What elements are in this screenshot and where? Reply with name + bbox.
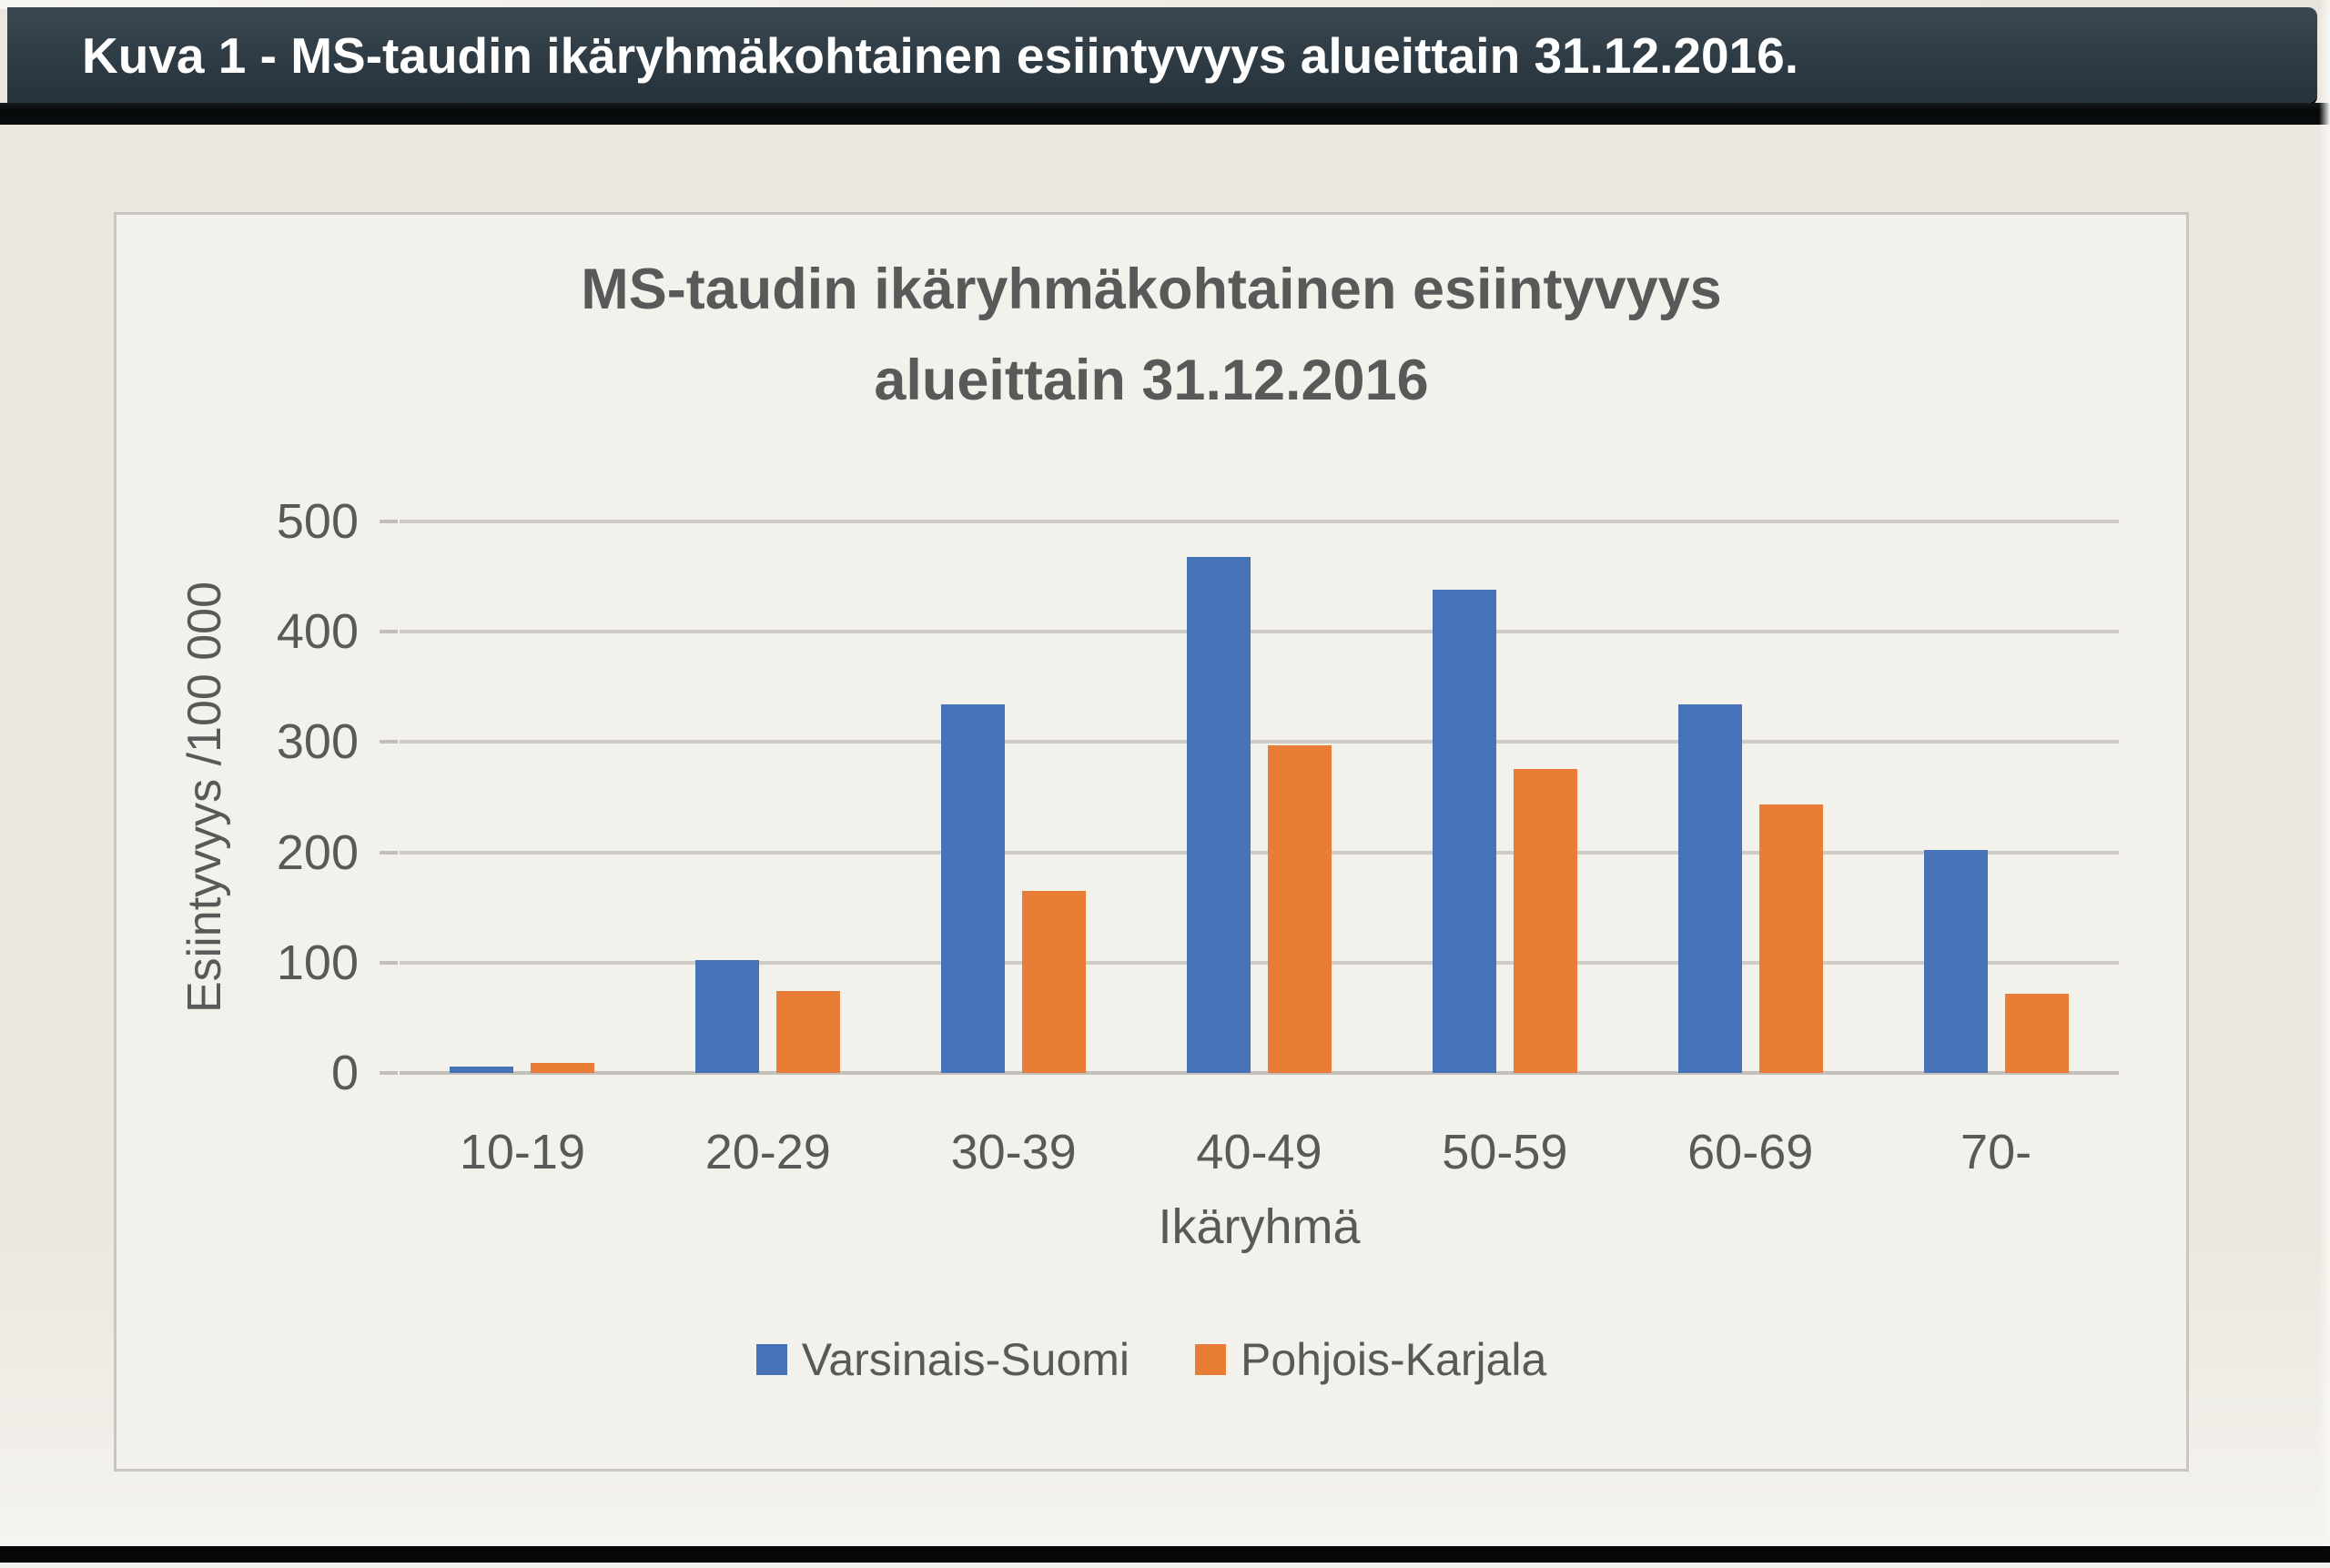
bar-varsinais-suomi [695,960,760,1073]
x-tick-label: 10-19 [459,1125,585,1179]
x-tick-label: 60-69 [1687,1125,1814,1179]
bar-varsinais-suomi [941,704,1006,1073]
legend-label: Varsinais-Suomi [801,1334,1130,1385]
bar-group-40-49 [1137,521,1383,1073]
gridline [400,960,2119,965]
y-axis-tick [380,1071,398,1075]
x-tick-label: 20-29 [704,1125,831,1179]
y-axis-tick [380,960,398,965]
chart-title: MS-taudin ikäryhmäkohtainen esiintyvyys … [116,244,2186,426]
y-axis-tick [380,630,398,634]
bar-group-70- [1873,521,2119,1073]
x-axis-title: Ikäryhmä [1158,1199,1361,1254]
bar-varsinais-suomi [1432,590,1496,1073]
bar-varsinais-suomi [1186,556,1251,1073]
y-axis-tick [380,740,398,744]
legend-item: Varsinais-Suomi [755,1332,1130,1387]
legend-item: Pohjois-Karjala [1195,1332,1546,1387]
y-tick-label: 100 [276,935,359,990]
bar-group-30-39 [891,521,1137,1073]
bar-pohjois-karjala [1513,768,1577,1073]
bar-pohjois-karjala [2004,993,2069,1073]
y-tick-label: 400 [276,604,359,660]
y-tick-label: 200 [276,824,359,880]
y-tick-label: 0 [330,1046,359,1100]
bar-pohjois-karjala [1758,804,1823,1073]
bar-varsinais-suomi [1677,704,1742,1073]
y-tick-label: 300 [276,714,359,770]
bar-pohjois-karjala [1267,745,1332,1073]
legend-label: Pohjois-Karjala [1241,1334,1547,1385]
page-bottom-band [0,1546,2330,1563]
bar-pohjois-karjala [1022,891,1087,1073]
y-axis-title: Esiintyvyys /100 000 [178,581,231,1014]
bar-group-20-29 [645,521,891,1073]
y-axis-tick [380,850,398,855]
y-axis-tick [380,520,398,523]
x-tick-label: 40-49 [1196,1125,1322,1179]
bar-pohjois-karjala [776,991,841,1073]
chart-title-line1: MS-taudin ikäryhmäkohtainen esiintyvyys [581,258,1722,321]
y-tick-label: 500 [276,494,359,549]
bar-varsinais-suomi [450,1066,514,1073]
gridline [400,850,2119,855]
bar-group-60-69 [1627,521,1873,1073]
legend-swatch-icon [755,1344,787,1375]
x-tick-label: 30-39 [950,1125,1077,1179]
page-top-edge [0,0,2330,9]
figure-caption: Kuva 1 - MS-taudin ikäryhmäkohtainen esi… [82,26,1799,84]
bar-pohjois-karjala [531,1063,595,1073]
bar-varsinais-suomi [1923,850,1988,1073]
bar-group-50-59 [1382,521,1627,1073]
page-bottom-edge [0,1563,2330,1568]
legend: Varsinais-Suomi Pohjois-Karjala [116,1332,2186,1387]
plot-area [400,520,2119,1075]
bar-group-10-19 [400,521,645,1073]
x-axis-line [400,1071,2119,1075]
legend-swatch-icon [1195,1344,1227,1375]
header-divider [0,103,2330,125]
gridline [400,740,2119,744]
chart-title-line2: alueittain 31.12.2016 [874,349,1429,412]
x-tick-label: 50-59 [1442,1125,1568,1179]
header-bar: Kuva 1 - MS-taudin ikäryhmäkohtainen esi… [7,7,2317,103]
x-tick-label: 70- [1960,1125,2032,1179]
chart-box: MS-taudin ikäryhmäkohtainen esiintyvyys … [114,212,2189,1472]
gridline [400,520,2119,523]
gridline [400,630,2119,634]
page-right-edge [2319,0,2330,1568]
